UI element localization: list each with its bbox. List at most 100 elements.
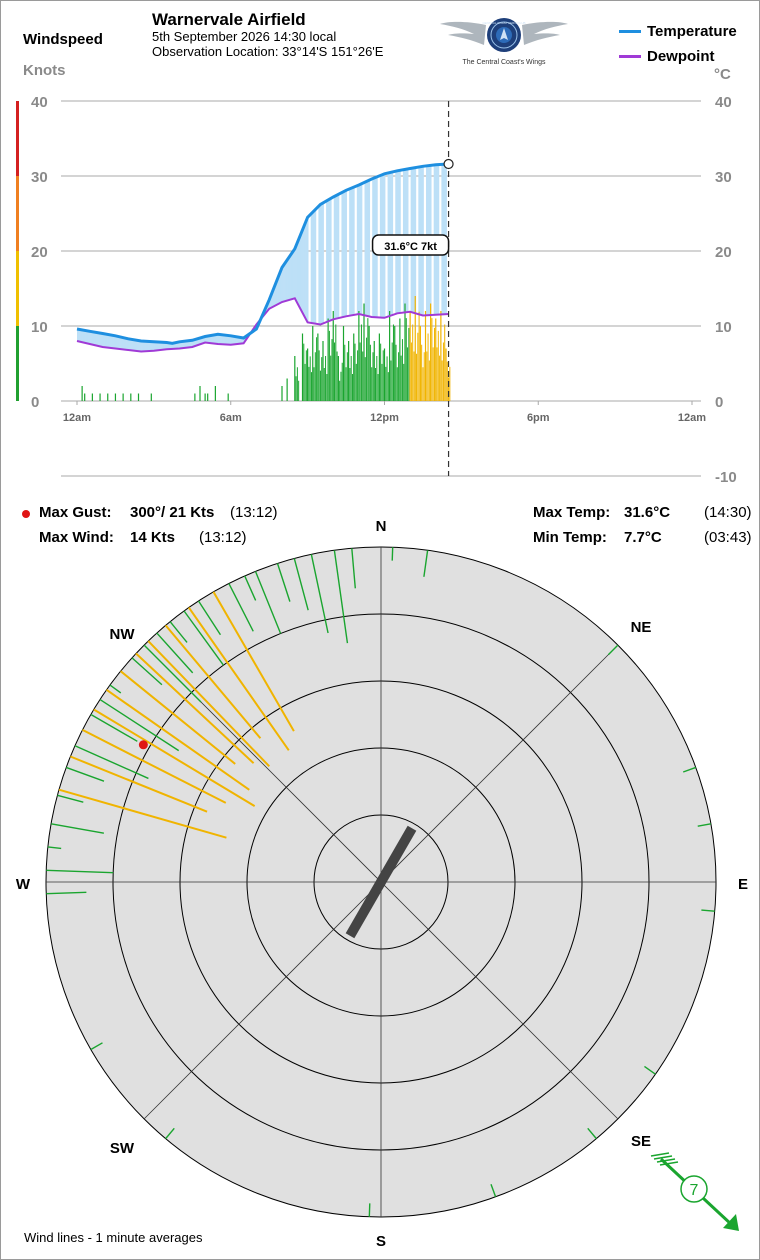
temp-dewpoint-fill	[268, 302, 270, 311]
footer-note: Wind lines - 1 minute averages	[24, 1230, 203, 1245]
temp-dewpoint-fill	[364, 182, 366, 316]
temp-dewpoint-fill	[106, 334, 108, 348]
temp-dewpoint-fill	[157, 341, 159, 351]
max-gust-label: Max Gust:	[39, 504, 112, 521]
temp-dewpoint-fill	[282, 267, 283, 302]
temp-dewpoint-fill	[133, 339, 135, 351]
temp-dewpoint-fill	[326, 201, 327, 323]
wind-sample-line	[156, 632, 194, 674]
temp-dewpoint-fill	[102, 333, 104, 347]
temp-dewpoint-fill	[141, 341, 143, 352]
max-temp-time: (14:30)	[704, 504, 752, 521]
temp-dewpoint-fill	[100, 333, 102, 347]
temp-dewpoint-fill	[138, 340, 140, 352]
temp-dewpoint-fill	[293, 251, 295, 299]
wind-sample-line	[183, 610, 225, 666]
temp-dewpoint-fill	[207, 336, 209, 343]
temp-dewpoint-fill	[154, 341, 156, 351]
observation-location: Observation Location: 33°14'S 151°26'E	[152, 44, 384, 59]
temp-dewpoint-fill	[183, 341, 185, 349]
temp-dewpoint-fill	[125, 338, 127, 350]
temp-dewpoint-fill	[145, 341, 147, 352]
temp-dewpoint-fill	[94, 332, 96, 346]
temp-dewpoint-fill	[366, 181, 368, 316]
temp-dewpoint-fill	[240, 337, 242, 344]
wind-barb	[659, 1161, 679, 1166]
temp-dewpoint-fill	[166, 342, 168, 350]
temp-dewpoint-fill	[174, 342, 176, 349]
temp-dewpoint-fill	[237, 336, 239, 344]
wind-sample-line	[147, 640, 271, 768]
temp-dewpoint-fill	[130, 339, 132, 351]
temp-dewpoint-fill	[359, 184, 361, 315]
wind-sample-line	[90, 1042, 103, 1051]
temp-dewpoint-fill	[97, 332, 99, 346]
temp-dewpoint-fill	[196, 339, 198, 346]
wind-sample-line	[276, 563, 291, 602]
temp-dewpoint-fill	[242, 337, 243, 344]
temp-dewpoint-fill	[233, 336, 235, 345]
temp-dewpoint-fill	[190, 340, 192, 348]
temp-dewpoint-fill	[311, 213, 313, 323]
temp-dewpoint-fill	[296, 244, 298, 302]
temp-dewpoint-fill	[273, 289, 275, 307]
right-tick-label: 20	[715, 244, 732, 261]
wind-sample-line	[50, 823, 104, 834]
temp-dewpoint-fill	[217, 334, 219, 344]
temp-dewpoint-fill	[338, 194, 340, 319]
temp-dewpoint-fill	[169, 342, 171, 350]
temp-dewpoint-fill	[306, 221, 307, 320]
temp-dewpoint-fill	[228, 335, 230, 345]
temp-dewpoint-fill	[215, 334, 217, 344]
x-tick-label: 6am	[220, 412, 242, 424]
temp-dewpoint-fill	[352, 187, 354, 316]
wind-sample-line	[254, 571, 282, 634]
temp-dewpoint-fill	[267, 304, 269, 312]
temp-dewpoint-fill	[150, 341, 152, 351]
temp-dewpoint-fill	[314, 210, 316, 324]
temp-dewpoint-fill	[279, 273, 281, 304]
temp-dewpoint-fill	[312, 212, 314, 324]
wind-sample-line	[165, 1127, 175, 1140]
temp-dewpoint-fill	[99, 332, 101, 347]
temp-dewpoint-fill	[204, 336, 206, 343]
temp-dewpoint-fill	[89, 331, 91, 344]
temp-dewpoint-fill	[271, 293, 273, 308]
temp-dewpoint-fill	[190, 340, 192, 348]
temp-dewpoint-fill	[291, 254, 293, 300]
temp-dewpoint-fill	[203, 337, 204, 344]
temp-dewpoint-fill	[169, 342, 171, 350]
temp-dewpoint-fill	[330, 198, 332, 321]
temp-dewpoint-fill	[107, 334, 109, 348]
logo-ring-text: CENTRAL COAST AERO CLUB	[482, 21, 525, 25]
temp-dewpoint-fill	[241, 337, 242, 344]
temp-dewpoint-fill	[148, 341, 150, 352]
temp-dewpoint-fill	[342, 192, 344, 318]
temp-dewpoint-fill	[305, 223, 306, 318]
speed-scale-segment	[16, 101, 19, 176]
x-tick-label: 6pm	[527, 412, 550, 424]
temp-dewpoint-fill	[286, 261, 288, 301]
temp-dewpoint-fill	[112, 335, 114, 349]
temp-dewpoint-fill	[172, 343, 174, 349]
temp-dewpoint-fill	[184, 341, 186, 348]
temp-dewpoint-fill	[276, 281, 278, 305]
temp-dewpoint-fill	[177, 342, 179, 349]
temp-dewpoint-fill	[292, 251, 294, 299]
temp-dewpoint-fill	[328, 199, 330, 322]
temp-dewpoint-fill	[88, 331, 90, 344]
temp-dewpoint-fill	[218, 334, 220, 345]
temp-dewpoint-fill	[118, 336, 120, 349]
temp-dewpoint-fill	[86, 330, 88, 344]
temp-dewpoint-fill	[232, 336, 234, 345]
temp-dewpoint-fill	[305, 222, 307, 319]
temp-dewpoint-fill	[203, 336, 205, 344]
temp-dewpoint-fill	[83, 330, 85, 343]
temp-dewpoint-fill	[162, 342, 163, 350]
temp-dewpoint-fill	[216, 334, 218, 344]
temp-dewpoint-fill	[209, 335, 211, 344]
temp-dewpoint-fill	[288, 258, 290, 301]
temp-dewpoint-fill	[176, 342, 178, 349]
temp-dewpoint-fill	[119, 336, 120, 349]
temp-dewpoint-fill	[299, 236, 301, 308]
